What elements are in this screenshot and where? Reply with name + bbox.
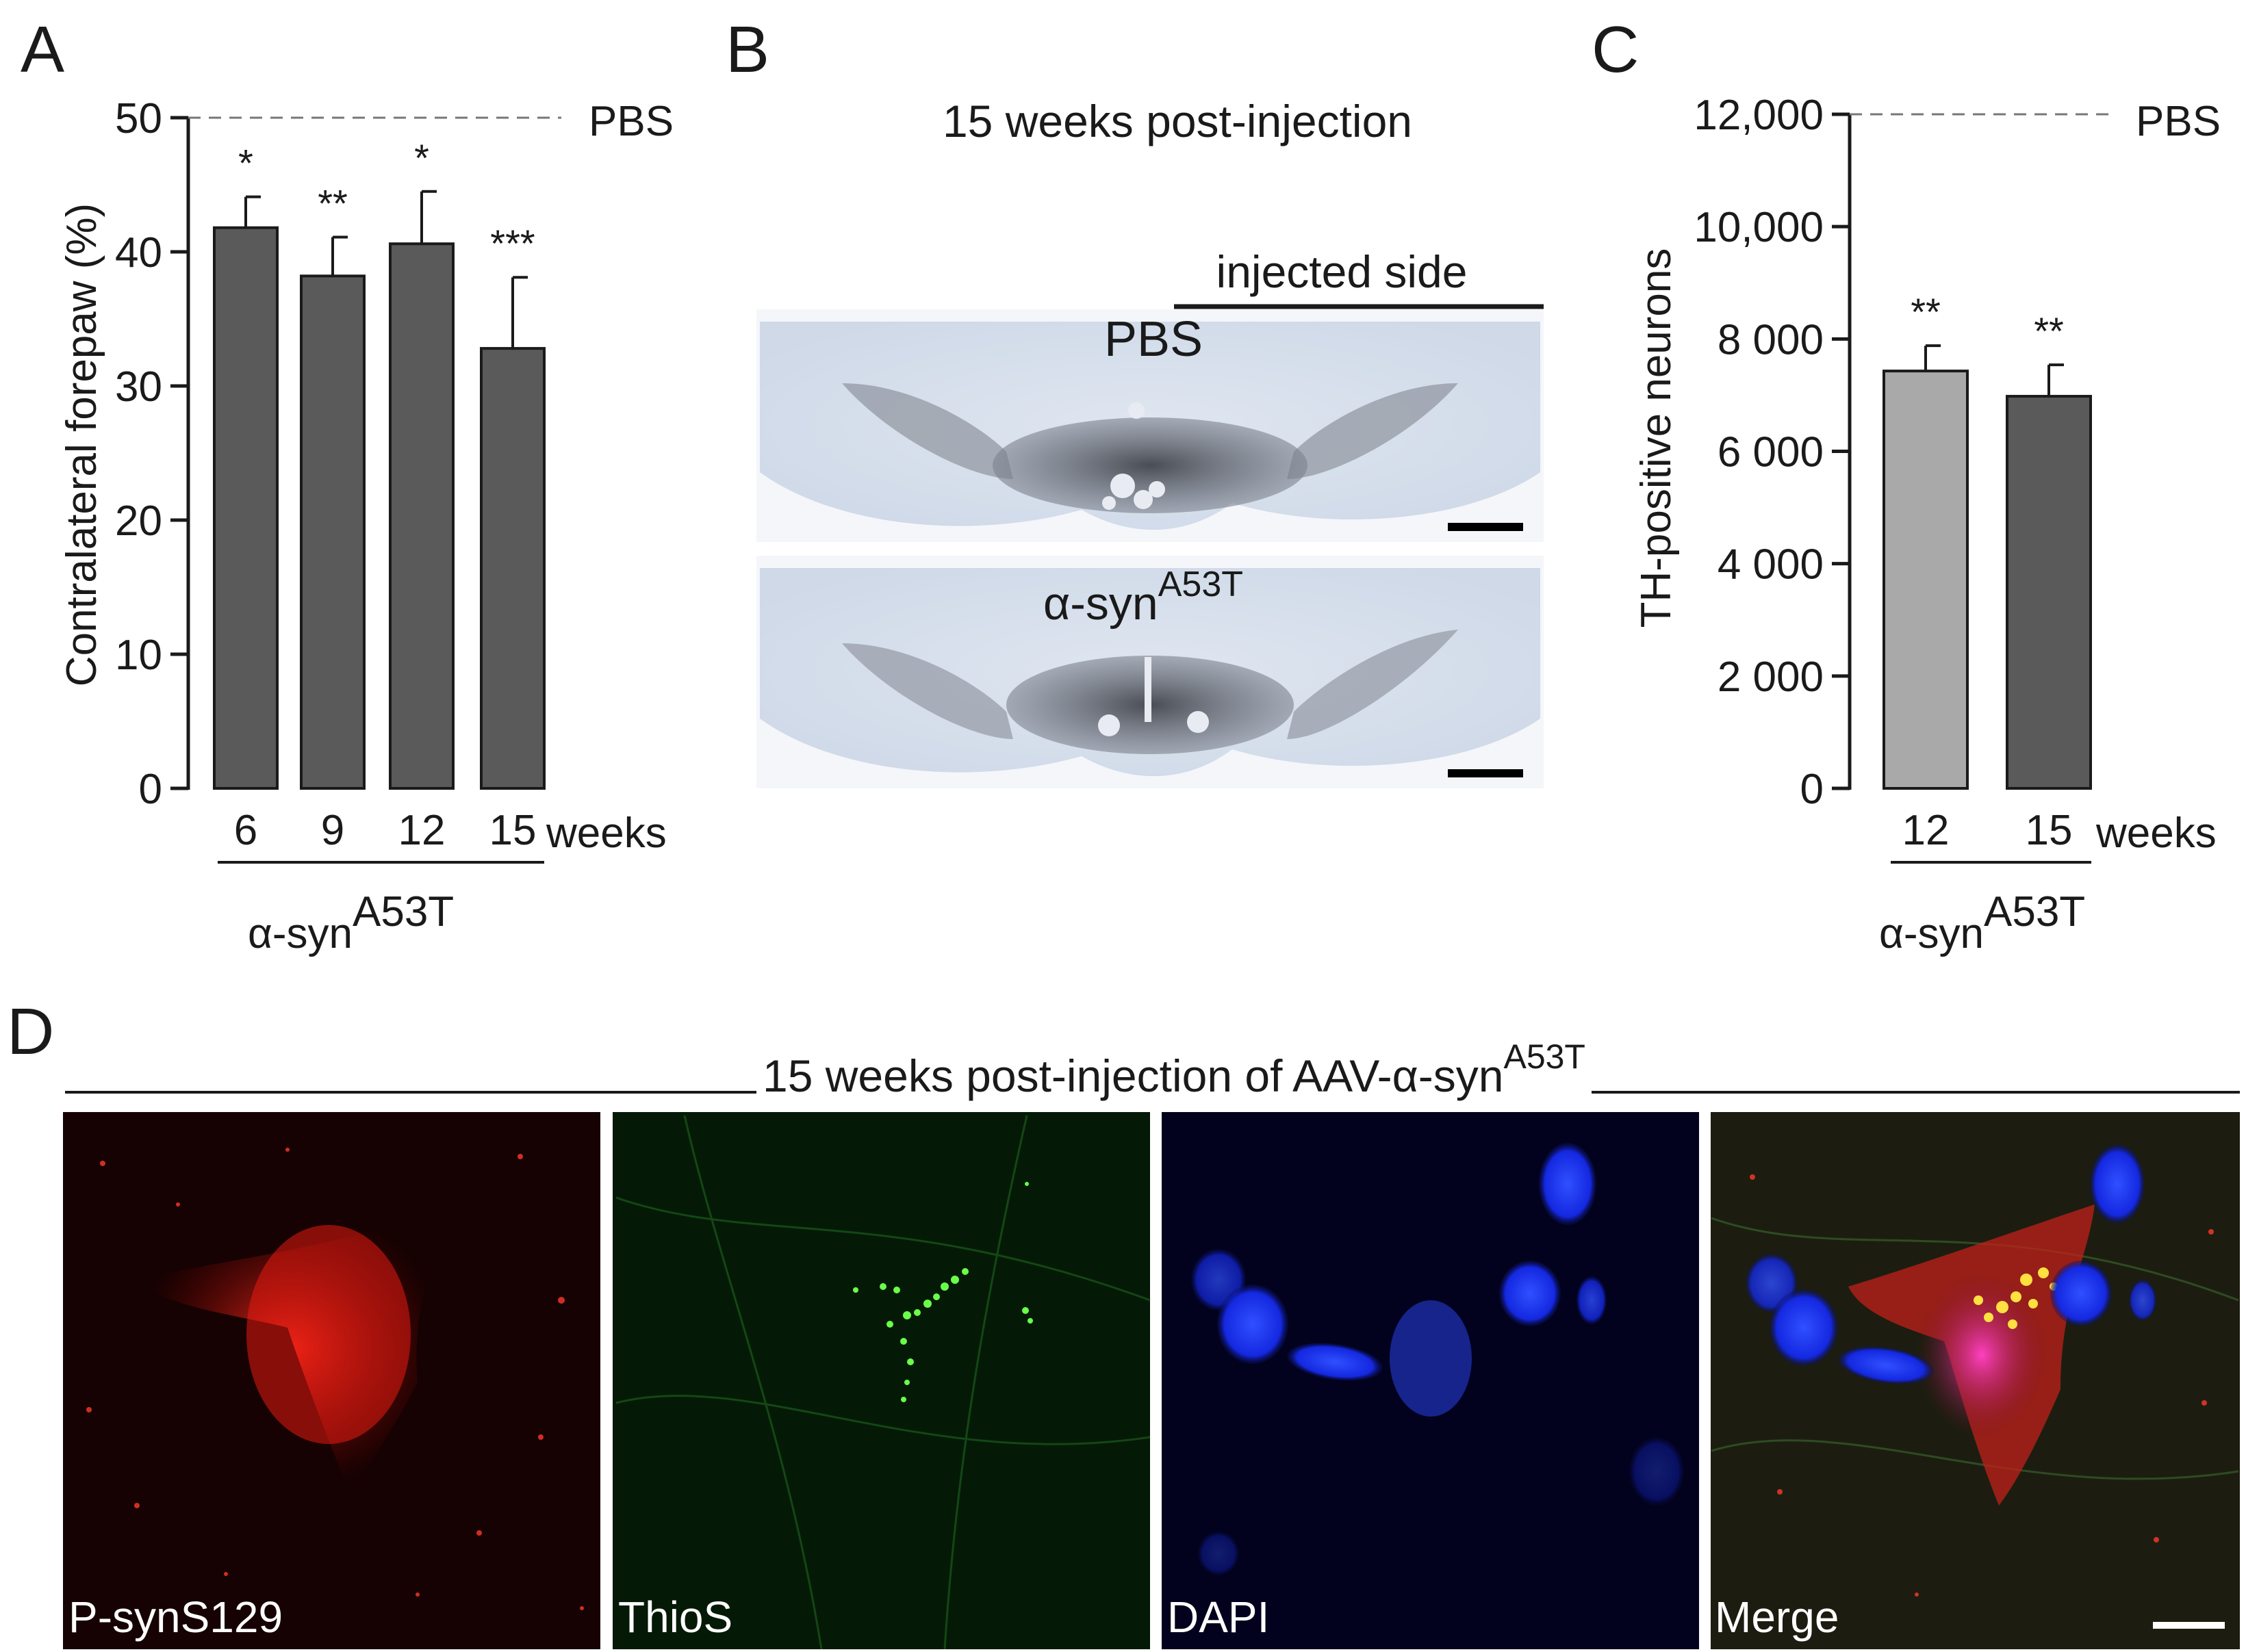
chart-c-group-sup: A53T <box>1984 888 2085 935</box>
chart-c-group-label: α-synA53T <box>1879 888 2085 957</box>
chart-c-tick-label: 2 000 <box>1718 654 1824 701</box>
image-merge <box>1711 1112 2240 1649</box>
chart-a-category-label: 15 <box>489 807 537 854</box>
panel-b-top-label: PBS <box>1104 312 1203 367</box>
image-thios-label: ThioS <box>618 1592 732 1642</box>
chart-c-tick-label: 0 <box>1800 766 1824 813</box>
chart-a-significance: * <box>414 136 429 179</box>
chart-c-tick-label: 12,000 <box>1694 92 1824 139</box>
chart-c-tick-label: 10,000 <box>1694 204 1824 251</box>
chart-a-category-label: 12 <box>398 807 446 854</box>
chart-a-reference-label: PBS <box>589 98 674 145</box>
chart-c-significance: ** <box>2034 309 2064 352</box>
chart-a-tick-label: 40 <box>115 229 162 276</box>
panel-a-letter: A <box>21 13 64 86</box>
image-psyn <box>63 1112 600 1649</box>
panel-d-letter: D <box>7 995 54 1068</box>
chart-a-category-label: 9 <box>321 807 344 854</box>
panel-b-title: 15 weeks post-injection <box>943 96 1412 146</box>
chart-a-significance: ** <box>318 181 348 224</box>
chart-c-tick-label: 4 000 <box>1718 541 1824 589</box>
brain-section-asyn <box>756 556 1544 788</box>
image-psyn-label: P-synS129 <box>68 1592 283 1642</box>
chart-c-bar <box>1883 370 1969 790</box>
panel-c: C 0 2 000 4 000 6 000 8 000 10,000 12,000 ** 12 *… <box>1592 13 2221 957</box>
panel-d-title: 15 weeks post-injection of AAV-α-synA53T <box>763 1037 1585 1101</box>
chart-a-tick-label: 10 <box>115 632 162 679</box>
chart-a-tick-label: 20 <box>115 498 162 545</box>
chart-a-significance: *** <box>490 222 535 265</box>
chart-a-tick-label: 0 <box>139 766 162 813</box>
chart-a-x-unit: weeks <box>546 810 667 857</box>
chart-c-bar <box>2006 395 2092 790</box>
panel-d-title-base: 15 weeks post-injection of AAV-α-syn <box>763 1050 1503 1101</box>
panel-a: A 0 10 20 30 40 50 * 6 ** 9 * 12 *** 15 Contralateral… <box>21 13 674 957</box>
chart-a-ylabel: Contralateral forepaw (%) <box>58 203 105 686</box>
panel-b-bottom-base: α-syn <box>1043 578 1158 630</box>
chart-a-bar <box>300 274 366 790</box>
panel-c-letter: C <box>1592 13 1639 86</box>
chart-a-bar <box>213 226 279 790</box>
panel-b: B 15 weeks post-injection injected side … <box>726 13 1544 788</box>
panel-b-bottom-label: α-synA53T <box>1043 565 1243 630</box>
chart-c-tick-label: 6 000 <box>1718 429 1824 476</box>
chart-a-group-label: α-synA53T <box>248 888 454 957</box>
panel-d-title-sup: A53T <box>1503 1037 1585 1076</box>
chart-a-significance: * <box>238 142 253 185</box>
chart-a-tick-label: 50 <box>115 95 162 142</box>
image-merge-label: Merge <box>1715 1592 1839 1642</box>
chart-c-group-base: α-syn <box>1879 910 1984 957</box>
chart-a-category-label: 6 <box>234 807 257 854</box>
chart-a: 0 10 20 30 40 50 * 6 ** 9 * 12 *** 15 <box>115 95 561 854</box>
chart-c-ylabel: TH-positive neurons <box>1633 248 1680 628</box>
image-dapi-label: DAPI <box>1167 1592 1269 1642</box>
chart-a-bar <box>480 347 546 790</box>
chart-c-tick-label: 8 000 <box>1718 316 1824 363</box>
brain-section-pbs <box>756 309 1544 542</box>
chart-c-significance: ** <box>1911 290 1941 333</box>
chart-c-category-label: 15 <box>2026 807 2073 854</box>
chart-a-tick-label: 30 <box>115 363 162 411</box>
chart-a-bar <box>389 242 455 790</box>
chart-c: 0 2 000 4 000 6 000 8 000 10,000 12,000 ** 12 ** 1… <box>1694 92 2112 854</box>
panel-d: D 15 weeks post-injection of AAV-α-synA5… <box>7 995 2240 1650</box>
panel-b-side-label: injected side <box>1216 246 1468 297</box>
chart-c-category-label: 12 <box>1902 807 1950 854</box>
image-thios <box>613 1112 1151 1650</box>
chart-c-reference-label: PBS <box>2136 98 2221 145</box>
chart-c-x-unit: weeks <box>2095 810 2217 857</box>
panel-b-letter: B <box>726 13 769 86</box>
chart-a-group-base: α-syn <box>248 910 353 957</box>
chart-a-group-sup: A53T <box>353 888 454 935</box>
panel-b-bottom-sup: A53T <box>1158 565 1243 604</box>
image-dapi <box>1162 1112 1699 1649</box>
